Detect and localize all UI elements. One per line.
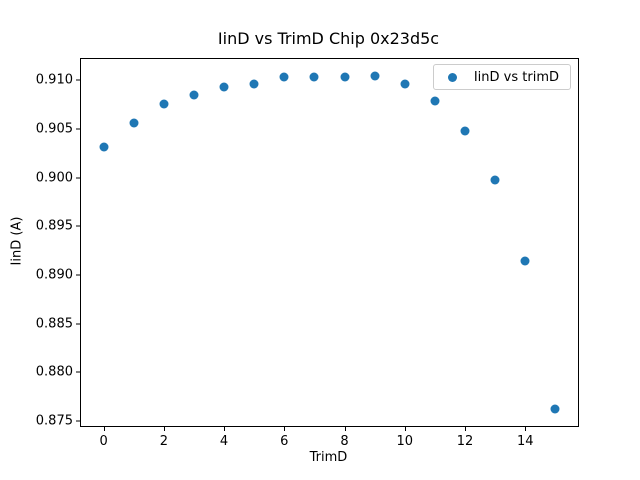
y-axis-label: IinD (A): [9, 216, 25, 266]
data-point: [99, 142, 109, 152]
y-tick-label: 0.890: [35, 267, 73, 283]
x-axis-label: TrimD: [309, 450, 348, 465]
x-tick-label: 6: [280, 434, 289, 449]
x-tick-label: 8: [340, 434, 349, 449]
x-tick-label: 10: [396, 434, 414, 449]
x-tick-mark: [224, 427, 226, 431]
y-tick-mark: [76, 79, 80, 81]
data-point: [490, 175, 500, 185]
x-tick-mark: [525, 427, 527, 431]
legend: IinD vs trimD: [432, 64, 571, 90]
chart-title: IinD vs TrimD Chip 0x23d5c: [217, 29, 440, 48]
y-tick-label: 0.910: [35, 72, 73, 88]
legend-marker-icon: [447, 72, 457, 82]
y-tick-label: 0.880: [35, 364, 73, 380]
data-point: [159, 99, 169, 109]
data-point: [400, 79, 410, 89]
y-tick-label: 0.885: [35, 316, 73, 332]
y-tick-label: 0.905: [35, 121, 73, 137]
y-tick-mark: [76, 420, 80, 422]
plot-area: IinD vs trimD 0 2 4 6 8 10 12 14 0.875 0.880 0.885…: [36, 58, 579, 449]
data-point: [340, 72, 350, 82]
data-point: [129, 118, 139, 128]
y-tick-mark: [76, 323, 80, 325]
x-tick-mark: [465, 427, 467, 431]
data-point: [430, 96, 440, 106]
x-tick-mark: [284, 427, 286, 431]
legend-label: IinD vs trimD: [473, 69, 559, 85]
x-tick-label: 14: [517, 434, 534, 449]
x-tick-mark: [404, 427, 406, 431]
y-tick-label: 0.895: [35, 218, 73, 234]
data-point: [219, 82, 229, 92]
x-tick-mark: [103, 427, 105, 431]
data-point: [249, 79, 259, 89]
y-tick-label: 0.875: [35, 413, 73, 429]
data-point: [279, 72, 289, 82]
y-tick-mark: [76, 225, 80, 227]
data-point: [309, 72, 319, 82]
y-tick-mark: [76, 274, 80, 276]
data-point: [460, 126, 470, 136]
x-tick-label: 0: [99, 434, 108, 449]
y-tick-label: 0.900: [35, 170, 73, 186]
data-point: [370, 71, 380, 81]
x-tick-label: 4: [219, 434, 229, 449]
x-tick-label: 12: [456, 434, 474, 449]
x-tick-label: 2: [159, 434, 168, 449]
data-point: [520, 256, 530, 265]
data-point: [550, 404, 560, 414]
x-tick-mark: [344, 427, 346, 431]
data-point: [189, 90, 199, 100]
y-tick-mark: [76, 128, 80, 130]
x-tick-mark: [163, 427, 165, 431]
y-tick-mark: [76, 371, 80, 373]
y-tick-mark: [76, 177, 80, 179]
